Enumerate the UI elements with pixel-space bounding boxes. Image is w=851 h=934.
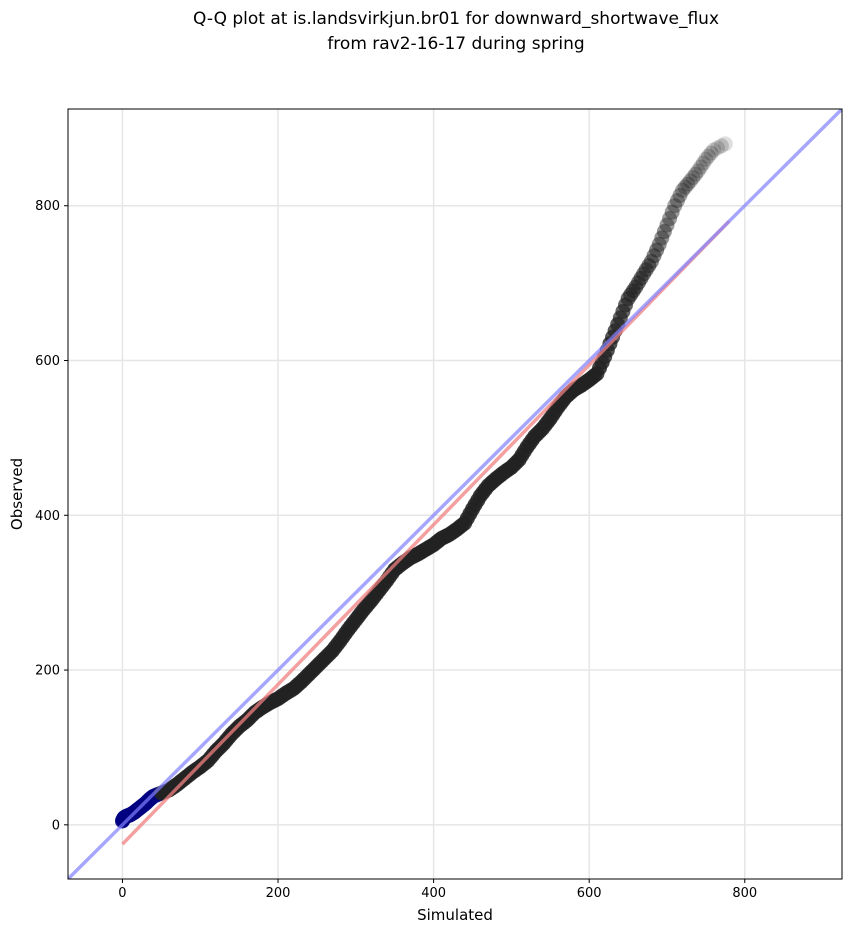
qq-point [685, 170, 701, 186]
qq-point [649, 242, 665, 258]
x-tick-label: 200 [266, 886, 291, 901]
qq-point [682, 173, 698, 189]
y-tick-label: 600 [35, 354, 60, 369]
qq-point [654, 230, 670, 246]
qq-point [693, 159, 709, 175]
qq-point [713, 138, 729, 154]
qq-point [656, 224, 672, 240]
qq-point [680, 176, 696, 192]
qq-point [651, 236, 667, 252]
qq-point [672, 187, 688, 203]
qq-point [695, 155, 711, 171]
qq-point [669, 193, 685, 209]
x-tick-label: 800 [732, 886, 757, 901]
identity-line [68, 109, 842, 879]
y-tick-label: 0 [52, 818, 60, 833]
qq-point [698, 151, 714, 167]
plot-area [68, 109, 842, 879]
qq-point [662, 211, 678, 227]
y-axis-label: Observed [8, 458, 26, 530]
qq-point [706, 142, 722, 158]
qq-point [659, 217, 675, 233]
y-axis-ticks: 0 200 400 600 800 [35, 199, 68, 833]
chart-title-line-2: from rav2-16-17 during spring [327, 34, 584, 54]
qq-point [710, 140, 726, 156]
qq-point [675, 182, 691, 198]
x-tick-label: 600 [577, 886, 602, 901]
qq-point [717, 136, 733, 152]
y-tick-label: 800 [35, 199, 60, 214]
qq-point [677, 179, 693, 195]
chart-title-line-1: Q-Q plot at is.landsvirkjun.br01 for dow… [193, 9, 719, 29]
y-tick-label: 200 [35, 664, 60, 679]
qq-point [664, 204, 680, 220]
qq-point [667, 198, 683, 214]
x-tick-label: 0 [118, 886, 126, 901]
x-tick-label: 400 [421, 886, 446, 901]
x-axis-label: Simulated [417, 906, 493, 924]
x-axis-ticks: 0 200 400 600 800 [118, 879, 757, 901]
grid-lines [68, 109, 842, 879]
qq-point [687, 166, 703, 182]
plot-frame [67, 108, 843, 880]
y-tick-label: 400 [35, 509, 60, 524]
qq-point [703, 145, 719, 161]
qq-point [700, 148, 716, 164]
qq-point [690, 163, 706, 179]
fit-line [121, 219, 731, 846]
